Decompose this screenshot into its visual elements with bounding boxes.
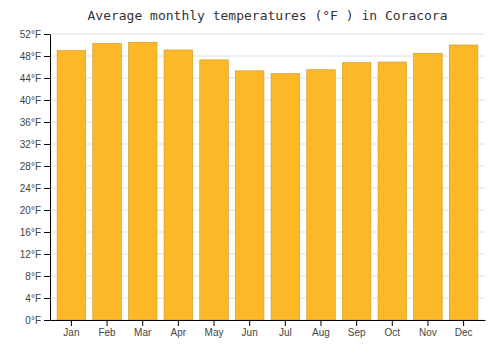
tick-label: Jun (242, 327, 258, 338)
plot-area (57, 42, 478, 320)
tick-label: Apr (171, 327, 187, 338)
tick-label: 28°F (20, 161, 41, 172)
tick-label: 4°F (25, 293, 41, 304)
x-tick: Dec (455, 320, 473, 338)
x-tick: Jan (63, 320, 79, 338)
y-tick: 4°F (25, 293, 50, 304)
tick-mark (44, 276, 50, 277)
axis-line (51, 320, 486, 321)
tick-mark (44, 188, 50, 189)
tick-mark (178, 320, 179, 326)
tick-label: Feb (98, 327, 116, 338)
tick-label: 12°F (20, 249, 41, 260)
tick-label: 44°F (20, 73, 41, 84)
bar (200, 60, 229, 320)
tick-label: 20°F (20, 205, 41, 216)
x-tick: May (205, 320, 224, 338)
x-axis: Jan Feb Mar Apr May Jun Jul Aug Sep Oct Nov Dec (51, 320, 486, 338)
tick-mark (44, 298, 50, 299)
x-tick: Jul (279, 320, 292, 338)
y-tick: 40°F (20, 95, 50, 106)
x-tick: Aug (312, 320, 330, 338)
tick-mark (214, 320, 215, 326)
title: Average monthly temperatures (°F ) in Co… (87, 8, 447, 23)
tick-mark (44, 78, 50, 79)
tick-label: May (205, 327, 224, 338)
y-tick: 0°F (25, 315, 50, 326)
y-tick: 20°F (20, 205, 50, 216)
y-tick: 16°F (20, 227, 50, 238)
tick-label: 36°F (20, 117, 41, 128)
tick-mark (44, 56, 50, 57)
x-tick: Nov (419, 320, 437, 338)
y-tick: 24°F (20, 183, 50, 194)
tick-label: 48°F (20, 51, 41, 62)
y-tick: 32°F (20, 139, 50, 150)
y-tick: 48°F (20, 51, 50, 62)
tick-label: 0°F (25, 315, 41, 326)
y-tick: 12°F (20, 249, 50, 260)
tick-mark (427, 320, 428, 326)
tick-mark (44, 144, 50, 145)
tick-label: Aug (312, 327, 330, 338)
x-tick: Sep (348, 320, 366, 338)
tick-mark (392, 320, 393, 326)
chart: 0°F 4°F 8°F 12°F 16°F 20°F 24°F 28°F 32°F 36°F 40°… (0, 0, 500, 350)
tick-mark (142, 320, 143, 326)
y-tick: 36°F (20, 117, 50, 128)
bar (57, 51, 86, 321)
tick-label: Jul (279, 327, 292, 338)
tick-label: 52°F (20, 29, 41, 40)
tick-label: 32°F (20, 139, 41, 150)
tick-label: Dec (455, 327, 473, 338)
bar (449, 45, 478, 320)
tick-label: Oct (385, 327, 401, 338)
y-tick: 8°F (25, 271, 50, 282)
grid-line (50, 34, 485, 35)
y-axis: 0°F 4°F 8°F 12°F 16°F 20°F 24°F 28°F 32°F 36°F 40°… (20, 29, 51, 326)
tick-mark (249, 320, 250, 326)
tick-mark (44, 34, 50, 35)
x-tick: Jun (242, 320, 258, 338)
tick-label: 24°F (20, 183, 41, 194)
tick-mark (356, 320, 357, 326)
tick-label: 8°F (25, 271, 41, 282)
tick-mark (44, 166, 50, 167)
tick-label: 16°F (20, 227, 41, 238)
tick-mark (44, 210, 50, 211)
y-tick: 44°F (20, 73, 50, 84)
tick-label: Jan (63, 327, 79, 338)
grid (50, 34, 485, 320)
bar (128, 42, 157, 320)
tick-mark (44, 254, 50, 255)
x-tick: Apr (171, 320, 187, 338)
tick-mark (285, 320, 286, 326)
bar (378, 62, 407, 320)
tick-mark (44, 320, 50, 321)
bar (271, 74, 300, 320)
tick-label: 40°F (20, 95, 41, 106)
tick-mark (463, 320, 464, 326)
tick-mark (44, 232, 50, 233)
bar (93, 43, 122, 320)
tick-mark (71, 320, 72, 326)
tick-label: Sep (348, 327, 366, 338)
tick-label: Mar (134, 327, 152, 338)
tick-label: Nov (419, 327, 437, 338)
tick-mark (107, 320, 108, 326)
tick-mark (320, 320, 321, 326)
bar (235, 71, 264, 320)
bar (414, 53, 443, 320)
tick-mark (44, 100, 50, 101)
bar (342, 63, 371, 320)
bar (164, 50, 193, 320)
y-tick: 28°F (20, 161, 50, 172)
bar (307, 70, 336, 320)
x-tick: Mar (134, 320, 152, 338)
y-tick: 52°F (20, 29, 50, 40)
x-tick: Oct (385, 320, 401, 338)
tick-mark (44, 122, 50, 123)
axis-line (50, 35, 51, 321)
x-tick: Feb (98, 320, 116, 338)
